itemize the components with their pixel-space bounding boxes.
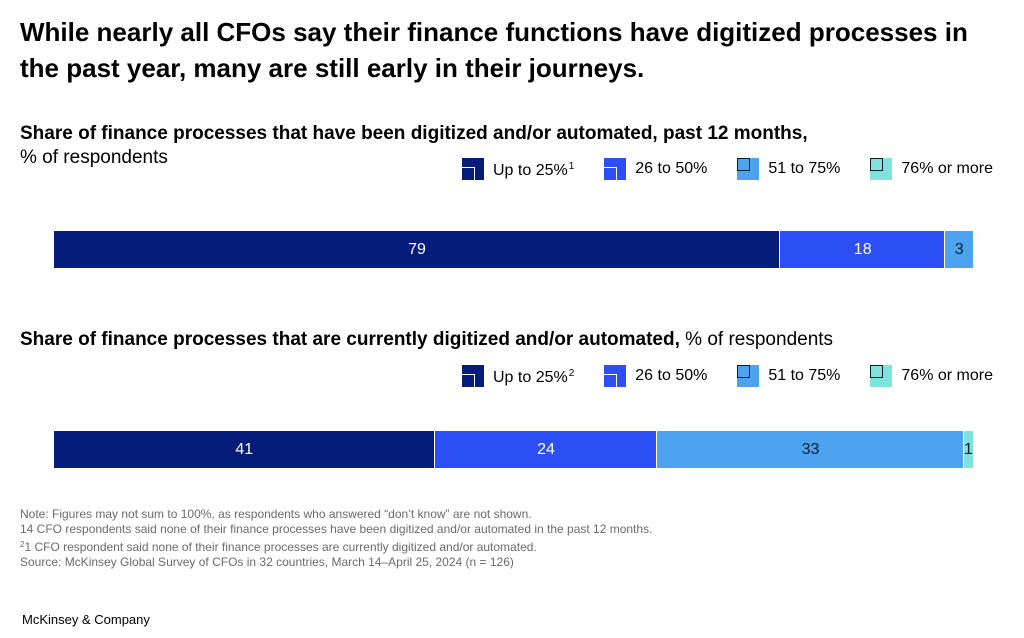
bar-segment: [945, 231, 973, 268]
legend-label-text: 26 to 50%: [635, 160, 708, 177]
legend-label: 76% or more: [901, 159, 993, 179]
legend-item: 51 to 75%: [737, 365, 840, 387]
chart-1-unit: % of respondents: [20, 147, 168, 168]
brand-logo-text: McKinsey & Company: [22, 612, 150, 627]
legend-swatch-mark: [604, 167, 618, 180]
chart-notes: Note: Figures may not sum to 100%, as re…: [20, 507, 652, 570]
legend-swatch-mark: [462, 374, 475, 387]
bar-data-label: 18: [853, 241, 872, 258]
legend-item: 76% or more: [870, 365, 993, 387]
legend-swatch: [737, 158, 760, 180]
footnote-2-marker: 2: [20, 540, 25, 549]
legend-label: 26 to 50%: [635, 366, 707, 386]
bar-segment: [54, 231, 780, 268]
chart-2-stacked-bar: 41 24 33 1: [54, 431, 973, 468]
legend-label: Up to 25%2: [493, 364, 574, 388]
legend-item: Up to 25%2: [462, 364, 574, 388]
legend-item: 76% or more: [870, 158, 993, 180]
legend-label-text: Up to 25%: [493, 369, 568, 386]
bar-data-label: 79: [408, 241, 426, 258]
bar-segment: [54, 431, 435, 468]
legend-swatch-mark: [737, 365, 751, 378]
footnote-1: 14 CFO respondents said none of their fi…: [20, 522, 653, 536]
bar-segment: [963, 431, 973, 468]
footnote-2-text: 1 CFO respondent said none of their fina…: [24, 540, 537, 554]
legend-swatch: [870, 158, 893, 180]
bar-segment: [434, 431, 658, 468]
legend-swatch: [870, 365, 893, 387]
legend-swatch-mark: [462, 167, 475, 180]
legend-swatch-mark: [870, 365, 884, 378]
bar-segment: [780, 231, 946, 268]
legend-item: Up to 25%1: [462, 157, 574, 181]
chart-1-unit-line: % of respondents: [20, 145, 168, 170]
legend-label: 26 to 50%: [635, 159, 707, 179]
legend-footnote-marker: 2: [568, 368, 575, 379]
chart-2-unit: % of respondents: [685, 329, 834, 350]
chart-1-stacked-bar: 79 18 3: [54, 231, 973, 268]
legend-label: 51 to 75%: [768, 159, 840, 179]
note-line: Note: Figures may not sum to 100%, as re…: [20, 507, 532, 521]
legend-item: 51 to 75%: [737, 158, 840, 180]
bar-data-label: 41: [235, 441, 254, 458]
legend-footnote-marker: 1: [568, 161, 575, 172]
legend-label-text: 51 to 75%: [768, 367, 841, 384]
page-title: While nearly all CFOs say their finance …: [20, 17, 968, 83]
bar-data-label: 1: [963, 441, 973, 458]
legend-swatch-mark: [737, 158, 751, 171]
footnote-2: 21 CFO respondent said none of their fin…: [20, 537, 652, 555]
bar-data-label: 24: [537, 441, 555, 458]
legend-label-text: 51 to 75%: [768, 160, 841, 177]
bar-data-label: 3: [954, 241, 964, 258]
chart-2-title: Share of finance processes that are curr…: [20, 329, 680, 350]
legend-swatch: [604, 158, 627, 180]
chart-1-legend: Up to 25%1 26 to 50% 51 to 75% 76% or more: [462, 156, 993, 182]
legend-item: 26 to 50%: [604, 158, 707, 180]
bar-data-label: 33: [801, 441, 820, 458]
chart-2-subtitle: Share of finance processes that are curr…: [20, 327, 833, 352]
legend-label: 76% or more: [901, 366, 993, 386]
legend-label: 51 to 75%: [768, 366, 840, 386]
legend-label-text: 76% or more: [901, 160, 993, 177]
legend-swatch-mark: [870, 158, 884, 171]
legend-item: 26 to 50%: [604, 365, 707, 387]
legend-label: Up to 25%1: [493, 157, 574, 181]
chart-1-subtitle: Share of finance processes that have bee…: [20, 121, 808, 146]
legend-swatch-mark: [604, 374, 618, 387]
legend-label-text: 76% or more: [901, 367, 993, 384]
chart-2-legend: Up to 25%2 26 to 50% 51 to 75% 76% or more: [462, 363, 993, 389]
chart-1-title: Share of finance processes that have bee…: [20, 123, 808, 144]
bar-segment: [657, 431, 964, 468]
legend-swatch: [737, 365, 760, 387]
legend-swatch: [604, 365, 627, 387]
legend-swatch: [462, 365, 484, 387]
source-line: Source: McKinsey Global Survey of CFOs i…: [20, 555, 514, 569]
legend-label-text: Up to 25%: [493, 162, 568, 179]
legend-swatch: [462, 158, 484, 180]
legend-label-text: 26 to 50%: [635, 367, 708, 384]
